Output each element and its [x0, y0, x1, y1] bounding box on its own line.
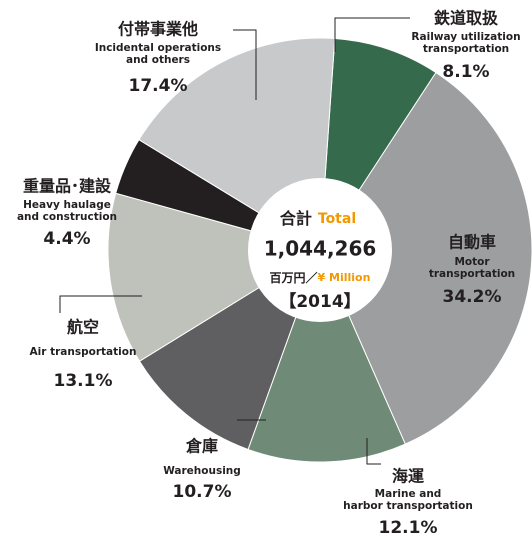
leader-line [366, 438, 381, 465]
slice-name-en: Motor [454, 256, 490, 268]
donut-hole [248, 178, 392, 322]
slice-name: 鉄道取扱 [434, 9, 499, 28]
slice-name: 重量品･建設 [23, 177, 112, 196]
slice-name-en: harbor transportation [343, 500, 473, 512]
leader-line [233, 29, 257, 100]
slice-name-en: and construction [17, 211, 117, 223]
center-label-jp: 合計 [280, 209, 312, 228]
slice-value-label: 4.4% [43, 229, 90, 249]
slice-name-en: Railway utilization [411, 31, 520, 43]
slice-name-en: transportation [423, 43, 509, 55]
center-unit-en: ¥ Million [318, 271, 371, 284]
center-unit: 百万円／¥ Million [270, 270, 371, 285]
slice-name: 倉庫 [185, 437, 218, 456]
slice-value-label: 34.2% [443, 287, 502, 307]
slice-name-en: Incidental operations [95, 42, 221, 54]
slice-name-en: Warehousing [163, 465, 241, 477]
slice-name: 航空 [67, 318, 99, 337]
donut-slice [319, 71, 532, 445]
center-unit-jp: 百万円／ [270, 270, 318, 285]
slice-name-en: Air transportation [30, 346, 137, 358]
slice-value-label: 10.7% [173, 482, 232, 502]
center-year: 【2014】 [279, 291, 360, 312]
donut-slice [247, 248, 406, 463]
donut-slice [107, 192, 322, 362]
slice-value-label: 12.1% [379, 518, 438, 538]
slice-value-label: 8.1% [442, 62, 489, 82]
slice-value-label: 17.4% [129, 76, 188, 96]
center-label: 合計 Total [280, 209, 356, 228]
slice-name: 海運 [392, 467, 424, 486]
center-label-en: Total [318, 211, 356, 227]
center-total: 1,044,266 [264, 237, 377, 261]
leader-line [59, 295, 142, 313]
slice-name: 自動車 [448, 233, 496, 252]
slice-name: 付帯事業他 [118, 20, 198, 39]
slice-name-en: transportation [429, 268, 515, 280]
slice-name-en: Marine and [375, 488, 442, 500]
leader-line [334, 17, 410, 52]
slice-value-label: 13.1% [54, 371, 113, 391]
slice-name-en: and others [126, 54, 190, 66]
slice-name-en: Heavy haulage [23, 199, 111, 211]
